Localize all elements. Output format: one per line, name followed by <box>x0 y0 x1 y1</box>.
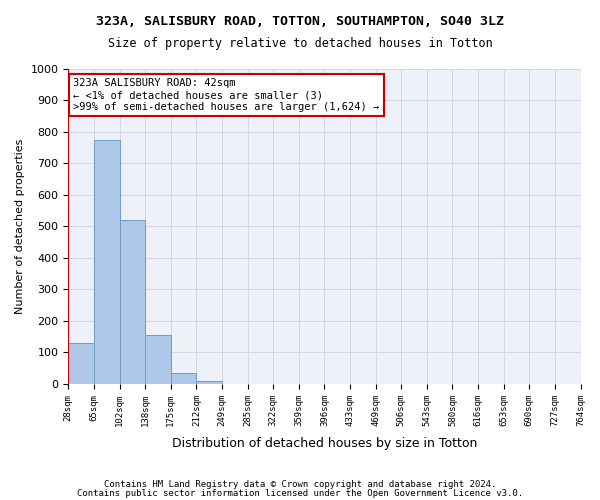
X-axis label: Distribution of detached houses by size in Totton: Distribution of detached houses by size … <box>172 437 477 450</box>
Text: 323A SALISBURY ROAD: 42sqm
← <1% of detached houses are smaller (3)
>99% of semi: 323A SALISBURY ROAD: 42sqm ← <1% of deta… <box>73 78 380 112</box>
Text: Size of property relative to detached houses in Totton: Size of property relative to detached ho… <box>107 38 493 51</box>
Bar <box>119 220 145 384</box>
Bar <box>145 335 171 384</box>
Text: 323A, SALISBURY ROAD, TOTTON, SOUTHAMPTON, SO40 3LZ: 323A, SALISBURY ROAD, TOTTON, SOUTHAMPTO… <box>96 15 504 28</box>
Bar <box>171 373 196 384</box>
Text: Contains HM Land Registry data © Crown copyright and database right 2024.: Contains HM Land Registry data © Crown c… <box>104 480 496 489</box>
Bar <box>68 343 94 384</box>
Y-axis label: Number of detached properties: Number of detached properties <box>15 139 25 314</box>
Text: Contains public sector information licensed under the Open Government Licence v3: Contains public sector information licen… <box>77 489 523 498</box>
Bar <box>94 140 119 384</box>
Bar <box>196 381 222 384</box>
